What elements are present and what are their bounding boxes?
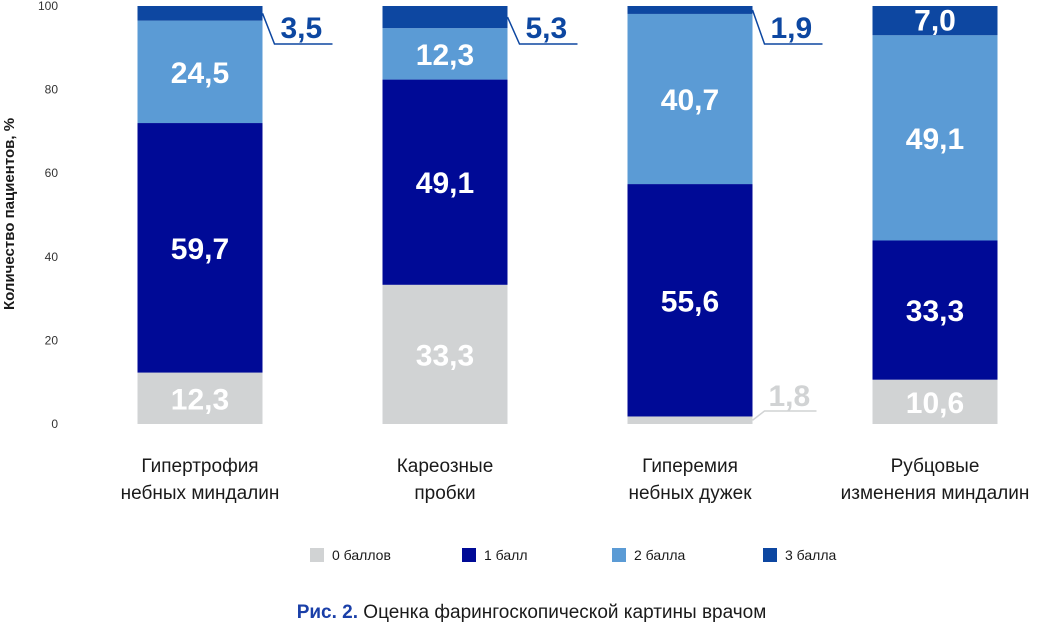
bars-group: 12,3 59,7 24,5 3,5 33,3 49,1 12,3 5,3 1,8 55,6 40,… xyxy=(137,5,998,424)
y-tick-label: 40 xyxy=(45,250,59,264)
legend: 0 баллов 1 балл 2 балла 3 балла xyxy=(310,547,836,563)
x-category-label: Гипертрофия xyxy=(141,456,258,477)
data-label: 5,3 xyxy=(526,12,568,45)
bar-segment xyxy=(137,123,263,373)
x-category-label: Кареозные xyxy=(397,456,494,477)
bar-segment xyxy=(872,379,998,424)
callout-line xyxy=(261,13,333,45)
data-label: 49,1 xyxy=(906,123,964,156)
data-label: 55,6 xyxy=(661,285,719,318)
data-label: 10,6 xyxy=(906,387,964,420)
x-category-label: небных дужек xyxy=(628,483,752,504)
x-category-label: пробки xyxy=(414,483,475,504)
data-label: 7,0 xyxy=(914,5,956,38)
data-label: 33,3 xyxy=(416,339,474,372)
bar-segment xyxy=(872,240,998,380)
bar-segment xyxy=(872,35,998,241)
y-tick-label: 100 xyxy=(38,0,58,13)
callout-line xyxy=(751,9,823,45)
legend-label: 1 балл xyxy=(484,547,528,563)
bar-segment xyxy=(382,28,508,80)
stacked-bar-chart: 0 20 40 60 80 100 Количество пациентов, % 12,… xyxy=(1,0,1030,563)
bar-segment xyxy=(872,6,998,36)
legend-label: 0 баллов xyxy=(332,547,391,563)
data-label: 24,5 xyxy=(171,57,229,90)
bar-segment xyxy=(382,6,508,29)
bar-segment xyxy=(627,6,753,14)
bar-segment xyxy=(137,372,263,424)
legend-swatch xyxy=(612,548,626,562)
data-label: 59,7 xyxy=(171,233,229,266)
bar-segment xyxy=(382,79,508,285)
figure-caption: Рис. 2. Оценка фарингоскопической картин… xyxy=(0,602,1063,624)
data-label: 1,9 xyxy=(771,12,813,45)
callout-line xyxy=(506,16,578,45)
bar-segment xyxy=(137,20,263,124)
figure-caption-text: Оценка фарингоскопической картины врачом xyxy=(363,602,767,623)
legend-swatch xyxy=(763,548,777,562)
y-tick-label: 0 xyxy=(51,417,58,431)
bar-segment xyxy=(627,416,753,424)
bar-segment xyxy=(627,13,753,185)
y-axis: 0 20 40 60 80 100 xyxy=(38,0,58,431)
y-tick-label: 20 xyxy=(45,333,59,347)
legend-label: 3 балла xyxy=(785,547,836,563)
legend-label: 2 балла xyxy=(634,547,685,563)
x-category-label: Рубцовые xyxy=(891,456,980,477)
legend-swatch xyxy=(310,548,324,562)
bar-segment xyxy=(382,284,508,424)
data-label: 33,3 xyxy=(906,295,964,328)
legend-swatch xyxy=(462,548,476,562)
x-axis-labels: Гипертрофия небных миндалин Кареозные пробк… xyxy=(121,456,1030,504)
x-category-label: Гиперемия xyxy=(642,456,738,477)
callout-line xyxy=(752,410,817,421)
data-label: 3,5 xyxy=(281,12,323,45)
y-axis-label: Количество пациентов, % xyxy=(1,118,18,310)
bar-segment xyxy=(627,184,753,417)
data-label: 40,7 xyxy=(661,84,719,117)
x-category-label: небных миндалин xyxy=(121,483,280,504)
data-label: 12,3 xyxy=(171,383,229,416)
x-category-label: изменения миндалин xyxy=(841,483,1030,504)
y-tick-label: 60 xyxy=(45,166,59,180)
data-label: 12,3 xyxy=(416,39,474,72)
data-label: 49,1 xyxy=(416,167,474,200)
bar-segment xyxy=(137,6,263,21)
y-tick-label: 80 xyxy=(45,83,59,97)
data-label: 1,8 xyxy=(769,380,811,413)
figure-number: Рис. 2. xyxy=(296,602,359,623)
